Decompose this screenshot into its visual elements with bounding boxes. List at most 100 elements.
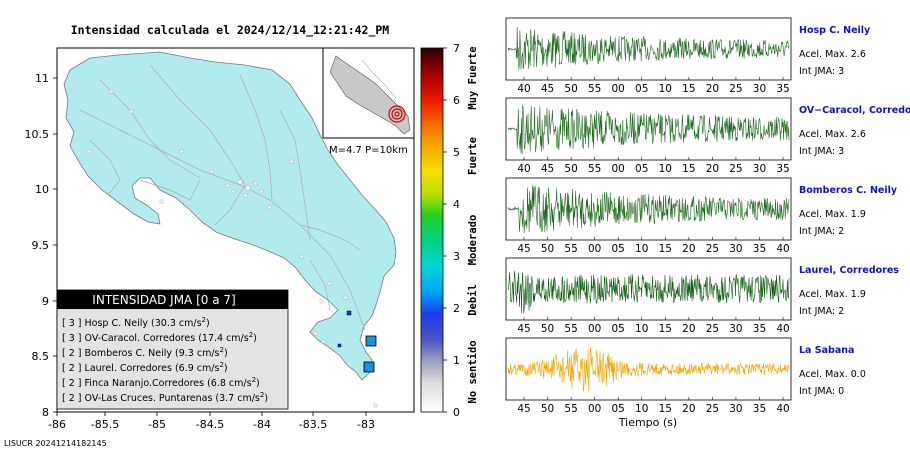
- legend-title: INTENSIDAD JMA [0 a 7]: [92, 293, 235, 307]
- station-accel: Acel. Max. 1.9: [799, 209, 866, 220]
- station-accel: Acel. Max. 2.6: [799, 129, 866, 140]
- colorbar-tick-label: 2: [453, 302, 460, 315]
- station-marker-laurel[interactable]: [346, 310, 352, 316]
- trace-x-tick-label: 25: [729, 163, 742, 175]
- map-y-tick-label: 8: [42, 406, 49, 419]
- legend-item: [ 2 ] Bomberos C. Neily (9.3 cm/s2): [62, 346, 228, 359]
- trace-x-tick-label: 50: [541, 243, 554, 255]
- legend-item: [ 2 ] OV-Las Cruces. Puntarenas (3.7 cm/…: [62, 391, 268, 404]
- trace-x-tick-label: 10: [659, 163, 672, 175]
- trace-x-tick-label: 05: [635, 163, 648, 175]
- trace-x-tick-label: 40: [776, 243, 789, 255]
- map-title: Intensidad calculada el 2024/12/14_12:21…: [71, 23, 390, 38]
- intensity-legend: INTENSIDAD JMA [0 a 7] [ 3 ] Hosp C. Nei…: [56, 289, 289, 410]
- map-x-axis: -86 -85.5 -85 -84.5 -84 -83.5 -83: [48, 412, 375, 431]
- inset-land: [329, 55, 411, 135]
- trace-x-tick-label: 35: [753, 323, 766, 335]
- trace-x-tick-label: 15: [659, 243, 672, 255]
- trace-x-tick-label: 00: [612, 163, 625, 175]
- legend-item-unit-exp: 2: [219, 346, 223, 354]
- legend-item: [ 3 ] OV-Caracol. Corredores (17.4 cm/s2…: [62, 331, 257, 344]
- trace-x-tick-label: 35: [776, 83, 789, 95]
- trace-x-tick-label: 20: [682, 323, 695, 335]
- trace-x-tick-label: 30: [753, 163, 766, 175]
- trace-x-tick-label: 05: [612, 323, 625, 335]
- legend-item-unit-exp: 2: [252, 376, 256, 384]
- trace-x-tick-label: 20: [706, 83, 719, 95]
- trace-x-tick-label: 00: [588, 323, 601, 335]
- colorbar-category-label: Fuerte: [467, 137, 479, 175]
- colorbar-tick-label: 3: [453, 250, 460, 263]
- trace-x-tick-label: 40: [776, 323, 789, 335]
- legend-item: [ 2 ] Finca Naranjo.Corredores (6.8 cm/s…: [62, 376, 260, 389]
- waveform-line: [507, 26, 790, 70]
- time-axis-label: Tiempo (s): [618, 416, 677, 429]
- trace-panel: 40 45 50 55 00 05 10 15 20 25 30 35 Hosp C. Neily Ace…: [505, 17, 871, 95]
- trace-x-tick-label: 10: [635, 403, 648, 415]
- colorbar-category-label: No sentido: [467, 340, 479, 403]
- map-x-tick-label: -84.5: [196, 418, 224, 431]
- legend-item: [ 3 ] Hosp C. Neily (30.3 cm/s2): [62, 316, 210, 329]
- trace-x-tick-label: 30: [729, 323, 742, 335]
- colorbar-category-label: Muy Fuerte: [467, 46, 479, 109]
- trace-x-tick-label: 20: [682, 243, 695, 255]
- legend-item-level: [ 2 ]: [62, 363, 85, 374]
- station-marker-bomberos[interactable]: [337, 343, 342, 348]
- legend-item-text: Hosp C. Neily (30.3 cm/s: [85, 318, 202, 329]
- station-accel: Acel. Max. 1.9: [799, 289, 866, 300]
- trace-x-tick-label: 25: [706, 323, 719, 335]
- colorbar-tick-label: 0: [453, 406, 460, 419]
- trace-x-tick-label: 20: [682, 403, 695, 415]
- waveform-panels: 40 45 50 55 00 05 10 15 20 25 30 35 Hosp C. Neily Ace…: [505, 17, 910, 415]
- trace-x-tick-label: 45: [541, 163, 554, 175]
- trace-x-tick-label: 25: [729, 83, 742, 95]
- trace-x-tick-label: 35: [753, 403, 766, 415]
- station-intensity: Int JMA: 2: [799, 226, 844, 237]
- map-x-tick-label: -83.5: [299, 418, 327, 431]
- legend-item-text: OV-Las Cruces. Puntarenas (3.7 cm/s: [85, 393, 260, 404]
- station-accel: Acel. Max. 0.0: [799, 369, 866, 380]
- station-marker-ov-caracol[interactable]: [363, 361, 375, 373]
- station-marker-hosp-c-neily[interactable]: [365, 335, 377, 347]
- inset-map: M=4.7 P=10km: [322, 47, 415, 156]
- legend-item-close: ): [253, 333, 257, 344]
- legend-item-level: [ 3 ]: [62, 318, 85, 329]
- trace-x-tick-label: 55: [588, 83, 601, 95]
- map-y-tick-label: 9: [42, 295, 49, 308]
- colorbar-tick-label: 7: [453, 42, 460, 55]
- colorbar-category-label: Moderado: [467, 215, 479, 266]
- map-panel: M=4.7 P=10km INTENSIDAD JMA [0 a 7] [ 3 …: [25, 47, 415, 431]
- trace-x-tick-label: 10: [659, 83, 672, 95]
- map-y-tick-label: 9.5: [32, 239, 50, 252]
- trace-x-tick-label: 10: [635, 243, 648, 255]
- station-intensity: Int JMA: 3: [799, 66, 844, 77]
- map-x-tick-label: -86: [48, 418, 66, 431]
- trace-x-tick-label: 15: [659, 323, 672, 335]
- trace-x-tick-label: 15: [682, 83, 695, 95]
- trace-x-tick-label: 30: [753, 83, 766, 95]
- trace-x-tick-label: 50: [564, 83, 577, 95]
- trace-frame: [505, 177, 792, 241]
- waveform-line: [507, 185, 790, 233]
- costa-rica-land: [63, 51, 397, 381]
- map-y-tick-label: 8.5: [32, 350, 50, 363]
- trace-x-tick-label: 40: [517, 163, 530, 175]
- legend-item-text: OV-Caracol. Corredores (17.4 cm/s: [85, 333, 249, 344]
- trace-x-tick-label: 30: [729, 243, 742, 255]
- legend-item-close: ): [206, 318, 210, 329]
- legend-item-text: Bomberos C. Neily (9.3 cm/s: [85, 348, 220, 359]
- station-name: OV−Caracol, Corredore: [799, 105, 910, 116]
- trace-x-tick-label: 55: [564, 323, 577, 335]
- map-x-tick-label: -84: [253, 418, 271, 431]
- station-name: Hosp C. Neily: [799, 25, 871, 36]
- trace-panel: 45 50 55 00 05 10 15 20 25 30 35 40 Bomberos C. Neil…: [505, 177, 898, 255]
- legend-item-close: ): [256, 378, 260, 389]
- legend-item-unit-exp: 2: [249, 331, 253, 339]
- epicenter-marker: [388, 105, 406, 123]
- intensity-colorbar: 0 1 2 3 4 5 6 7 No sentido Debil Moderado Fuerte Mu…: [420, 42, 479, 419]
- legend-header: [57, 290, 288, 309]
- inset-label: M=4.7 P=10km: [329, 145, 408, 156]
- footer-id: LISUCR 20241214182145: [4, 439, 107, 448]
- colorbar-tick-label: 6: [453, 94, 460, 107]
- trace-x-tick-label: 00: [588, 403, 601, 415]
